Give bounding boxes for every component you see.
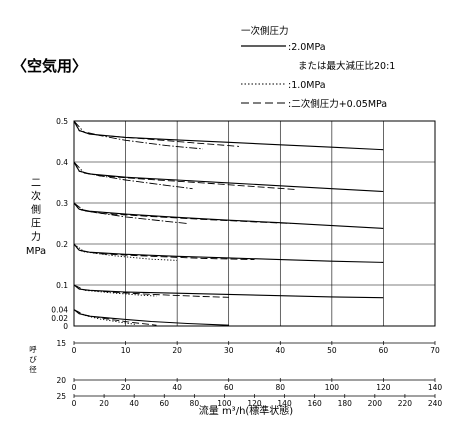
series-line-dotted [73,309,136,325]
bottom-axis-tick-label: 60 [159,399,169,408]
legend-title: 一次側圧力 [241,25,289,37]
y-tick-labels: 0.5 0.4 0.3 0.2 0.1 0.040.020 [51,117,68,331]
bottom-axis-tick-label: 60 [224,383,234,392]
series-line-dashdash [73,120,240,147]
series-line-dashdash [73,243,255,261]
bottom-axis-tick-label: 120 [247,399,262,408]
y-axis-title: 二次側圧力 MPa [26,178,46,257]
y-tick-label: 0.1 [56,281,68,290]
legend-label-dashdash: :二次側圧力+0.05MPa [288,98,387,110]
plot-area [73,120,436,327]
nominal-size-axis-label: 呼び径 [29,344,37,374]
y-tick-label: 0.02 [51,314,68,323]
nominal-size-label: 25 [56,392,66,401]
bottom-axis-tick-label: 220 [398,399,413,408]
series-line-dashdash [73,309,157,326]
y-tick-label: 0 [63,322,68,331]
bottom-axis-tick-label: 40 [276,346,286,355]
bottom-axis-tick-label: 30 [224,346,234,355]
series-line-dashdot [73,120,203,150]
y-tick-label: 0.2 [56,240,68,249]
series-line-solid [73,309,229,326]
series-line-dashdot [73,202,188,224]
series-line-dashdash [73,284,229,298]
y-tick-label: 0.04 [51,306,68,315]
bottom-axis-tick-label: 20 [121,383,131,392]
legend-label-max-ratio: または最大減圧比20:1 [298,60,395,72]
y-axis-title-text: 二次側圧力 MPa [26,178,46,257]
nominal-size-label: 15 [56,339,66,348]
y-tick-label: 0.4 [56,158,68,167]
bottom-axis-tick-label: 100 [325,383,340,392]
bottom-axis-tick-label: 180 [338,399,353,408]
bottom-axis-tick-label: 140 [428,383,443,392]
y-tick-label: 0.5 [56,117,68,126]
bottom-axis-tick-label: 80 [276,383,286,392]
y-tick-label: 0.3 [56,199,68,208]
bottom-axis-tick-label: 100 [217,399,232,408]
bottom-axis-tick-label: 140 [277,399,292,408]
legend-label-solid: :2.0MPa [288,42,326,53]
bottom-axis-tick-label: 60 [379,346,389,355]
bottom-axis-tick-label: 160 [308,399,323,408]
legend: 一次側圧力 :2.0MPa または最大減圧比20:1 :1.0MPa :二次側圧… [241,25,395,110]
bottom-axis-tick-label: 80 [190,399,200,408]
series-line-dashdash [73,161,296,190]
series-line-dashdot [73,161,193,190]
bottom-axis-tick-label: 50 [327,346,337,355]
bottom-axis-tick-label: 0 [72,399,77,408]
bottom-axis-tick-label: 20 [172,346,182,355]
bottom-axis-tick-label: 120 [376,383,391,392]
bottom-axis-tick-label: 20 [99,399,109,408]
bottom-axis-tick-label: 10 [121,346,131,355]
nominal-size-label: 20 [56,376,66,385]
legend-label-dotted: :1.0MPa [288,80,326,91]
series-line-dotted [73,243,178,261]
bottom-axis-tick-label: 240 [428,399,443,408]
bottom-axis-tick-label: 0 [72,346,77,355]
bottom-axis-tick-label: 0 [72,383,77,392]
bottom-axis-tick-label: 40 [129,399,139,408]
bottom-axis-tick-label: 70 [430,346,440,355]
plot-frame [73,120,436,327]
bottom-axis-tick-label: 200 [368,399,383,408]
series-layer [73,120,384,326]
chart-heading: 〈空気用〉 [12,57,87,75]
bottom-axis-tick-label: 40 [172,383,182,392]
series-line-dashdash [73,202,291,224]
x-axis-title: 流量 m³/h(標準状態) [199,404,294,417]
